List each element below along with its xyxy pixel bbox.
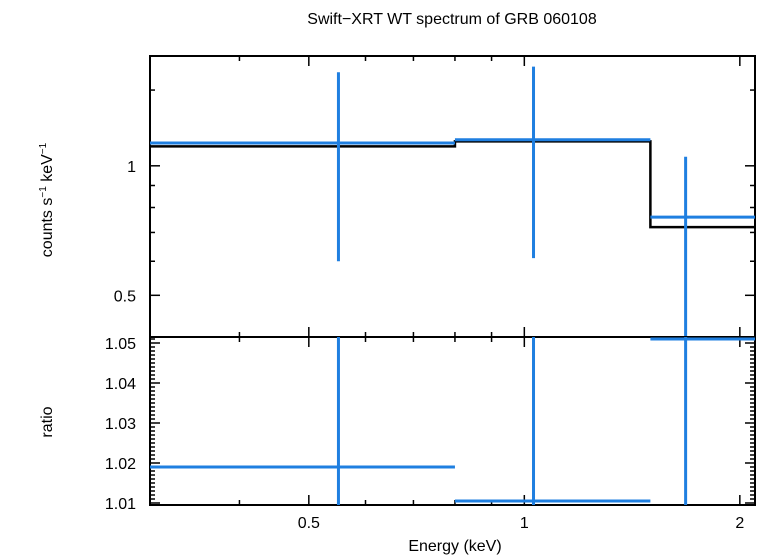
chart-title: Swift−XRT WT spectrum of GRB 060108 [307, 11, 597, 28]
x-axis-label: Energy (keV) [408, 538, 501, 555]
model-step-line [150, 140, 755, 229]
top-ytick-label: 0.5 [114, 288, 136, 305]
bottom-ytick-label: 1.04 [105, 376, 136, 393]
xtick-label: 1 [520, 515, 529, 532]
top-ytick-label: 1 [127, 159, 136, 176]
bottom-ytick-label: 1.05 [105, 336, 136, 353]
top-panel: 0.51 [114, 55, 756, 338]
bottom-panel: 1.01 1.02 1.03 1.04 1.05 0.5 1 2 [105, 336, 756, 532]
xtick-label: 0.5 [298, 515, 320, 532]
bottom-ytick-label: 1.03 [105, 416, 136, 433]
x-tick-labels: 0.5 1 2 [298, 515, 745, 532]
bottom-panel-frame [149, 336, 756, 506]
bottom-panel-ytick-labels: 1.01 1.02 1.03 1.04 1.05 [105, 336, 136, 513]
xtick-label: 2 [735, 515, 744, 532]
spectrum-data-points [150, 66, 755, 337]
bottom-ytick-label: 1.02 [105, 456, 136, 473]
top-panel-ticks [149, 56, 755, 338]
ratio-data-points [150, 337, 755, 505]
top-panel-frame [149, 55, 756, 338]
y-axis-label-bottom: ratio [39, 406, 56, 437]
top-panel-ytick-labels: 0.51 [114, 159, 136, 305]
bottom-panel-ticks [149, 337, 755, 505]
model-step-path [150, 140, 755, 229]
bottom-ytick-label: 1.01 [105, 496, 136, 513]
y-axis-label-top: counts s−1 keV−1 [38, 142, 56, 257]
